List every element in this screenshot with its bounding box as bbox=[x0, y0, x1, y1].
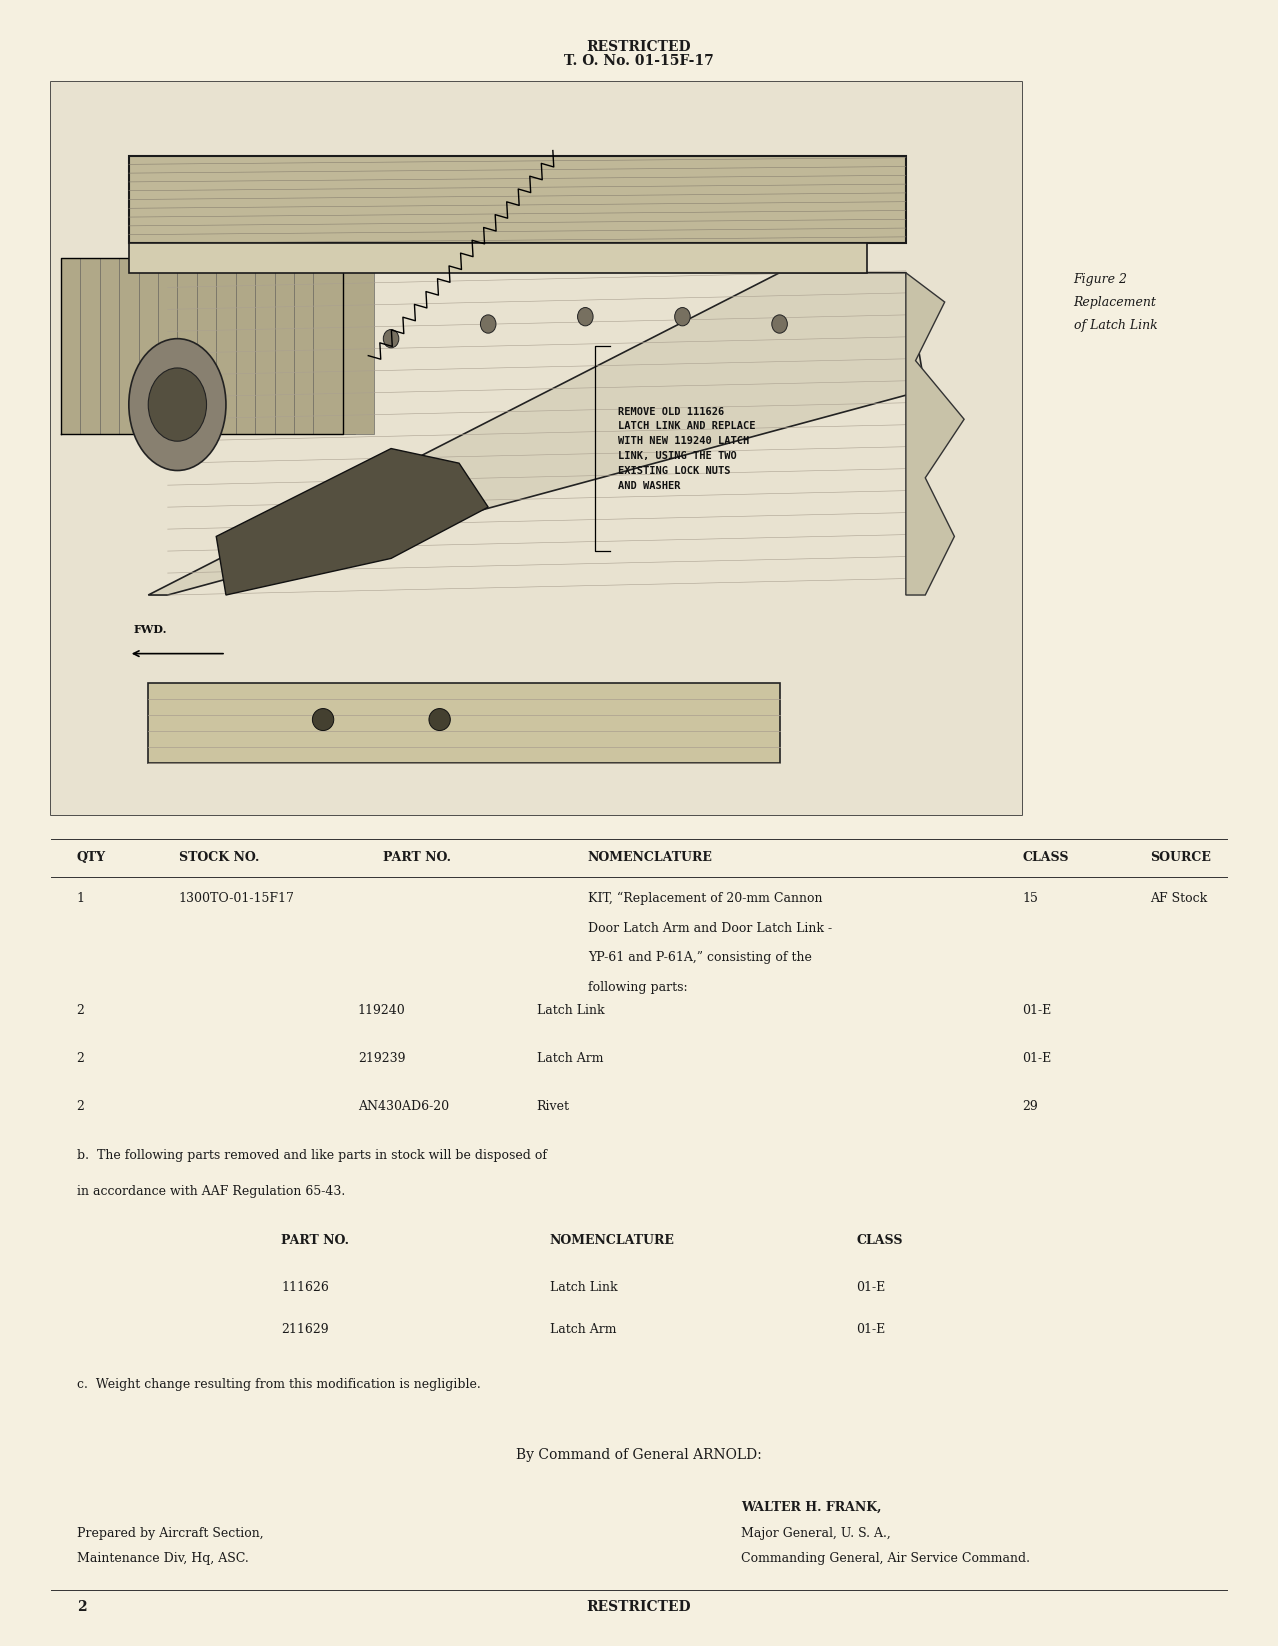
Text: QTY: QTY bbox=[77, 851, 106, 864]
Text: 01-E: 01-E bbox=[1022, 1004, 1052, 1017]
Text: Latch Arm: Latch Arm bbox=[537, 1052, 603, 1065]
Text: 111626: 111626 bbox=[281, 1281, 328, 1294]
Text: REMOVE OLD 111626
LATCH LINK AND REPLACE
WITH NEW 119240 LATCH
LINK, USING THE T: REMOVE OLD 111626 LATCH LINK AND REPLACE… bbox=[619, 407, 755, 491]
Text: YP-61 and P-61A,” consisting of the: YP-61 and P-61A,” consisting of the bbox=[588, 951, 812, 965]
Text: AN430AD6-20: AN430AD6-20 bbox=[358, 1100, 449, 1113]
Text: Latch Arm: Latch Arm bbox=[550, 1323, 616, 1337]
Bar bbox=[51, 82, 1022, 815]
Text: Maintenance Div, Hq, ASC.: Maintenance Div, Hq, ASC. bbox=[77, 1552, 248, 1565]
Bar bbox=[51, 82, 1022, 815]
Text: NOMENCLATURE: NOMENCLATURE bbox=[588, 851, 713, 864]
Text: NOMENCLATURE: NOMENCLATURE bbox=[550, 1234, 675, 1248]
Text: Figure 2: Figure 2 bbox=[1074, 273, 1127, 286]
FancyBboxPatch shape bbox=[148, 683, 780, 764]
Bar bbox=[100, 258, 161, 435]
Bar bbox=[61, 258, 121, 435]
Text: RESTRICTED: RESTRICTED bbox=[587, 1600, 691, 1615]
Bar bbox=[81, 258, 141, 435]
Text: Rivet: Rivet bbox=[537, 1100, 570, 1113]
Text: Latch Link: Latch Link bbox=[537, 1004, 604, 1017]
Text: Commanding General, Air Service Command.: Commanding General, Air Service Command. bbox=[741, 1552, 1030, 1565]
Ellipse shape bbox=[772, 314, 787, 332]
Ellipse shape bbox=[383, 329, 399, 347]
Text: SOURCE: SOURCE bbox=[1150, 851, 1212, 864]
Text: STOCK NO.: STOCK NO. bbox=[179, 851, 259, 864]
Text: following parts:: following parts: bbox=[588, 981, 688, 994]
Text: CLASS: CLASS bbox=[1022, 851, 1068, 864]
Bar bbox=[294, 258, 355, 435]
Polygon shape bbox=[906, 273, 964, 596]
FancyBboxPatch shape bbox=[129, 156, 906, 244]
Text: 2: 2 bbox=[77, 1100, 84, 1113]
FancyBboxPatch shape bbox=[129, 244, 866, 273]
Bar bbox=[275, 258, 335, 435]
Bar bbox=[197, 258, 258, 435]
Ellipse shape bbox=[148, 369, 207, 441]
Bar bbox=[119, 258, 180, 435]
Bar bbox=[235, 258, 296, 435]
Ellipse shape bbox=[429, 708, 450, 731]
Text: CLASS: CLASS bbox=[856, 1234, 902, 1248]
Text: KIT, “Replacement of 20-mm Cannon: KIT, “Replacement of 20-mm Cannon bbox=[588, 892, 822, 905]
Ellipse shape bbox=[578, 308, 593, 326]
Text: WALTER H. FRANK,: WALTER H. FRANK, bbox=[741, 1501, 882, 1514]
Ellipse shape bbox=[129, 339, 226, 471]
Text: PART NO.: PART NO. bbox=[383, 851, 451, 864]
Text: T. O. No. 01-15F-17: T. O. No. 01-15F-17 bbox=[564, 54, 714, 69]
Text: 119240: 119240 bbox=[358, 1004, 405, 1017]
Text: Door Latch Arm and Door Latch Link -: Door Latch Arm and Door Latch Link - bbox=[588, 922, 832, 935]
Polygon shape bbox=[148, 273, 925, 596]
Polygon shape bbox=[216, 449, 488, 596]
Ellipse shape bbox=[312, 708, 334, 731]
Text: 2: 2 bbox=[77, 1004, 84, 1017]
Text: in accordance with AAF Regulation 65-43.: in accordance with AAF Regulation 65-43. bbox=[77, 1185, 345, 1198]
Text: 01-E: 01-E bbox=[856, 1323, 886, 1337]
Text: 2: 2 bbox=[77, 1600, 87, 1615]
Text: PART NO.: PART NO. bbox=[281, 1234, 349, 1248]
Text: Major General, U. S. A.,: Major General, U. S. A., bbox=[741, 1527, 891, 1541]
Text: RESTRICTED: RESTRICTED bbox=[587, 40, 691, 54]
Bar bbox=[178, 258, 238, 435]
Text: 01-E: 01-E bbox=[1022, 1052, 1052, 1065]
Ellipse shape bbox=[481, 314, 496, 332]
Text: 1300TO-01-15F17: 1300TO-01-15F17 bbox=[179, 892, 295, 905]
Text: 01-E: 01-E bbox=[856, 1281, 886, 1294]
Bar bbox=[138, 258, 199, 435]
Text: Prepared by Aircraft Section,: Prepared by Aircraft Section, bbox=[77, 1527, 263, 1541]
Text: FWD.: FWD. bbox=[134, 624, 167, 635]
Bar bbox=[313, 258, 374, 435]
Text: 29: 29 bbox=[1022, 1100, 1038, 1113]
Text: b.  The following parts removed and like parts in stock will be disposed of: b. The following parts removed and like … bbox=[77, 1149, 547, 1162]
Text: c.  Weight change resulting from this modification is negligible.: c. Weight change resulting from this mod… bbox=[77, 1378, 481, 1391]
Text: 1: 1 bbox=[77, 892, 84, 905]
Text: 219239: 219239 bbox=[358, 1052, 405, 1065]
Text: Replacement: Replacement bbox=[1074, 296, 1157, 309]
Bar bbox=[216, 258, 277, 435]
Text: 211629: 211629 bbox=[281, 1323, 328, 1337]
Text: By Command of General ARNOLD:: By Command of General ARNOLD: bbox=[516, 1448, 762, 1463]
Bar bbox=[158, 258, 219, 435]
Text: AF Stock: AF Stock bbox=[1150, 892, 1208, 905]
Text: of Latch Link: of Latch Link bbox=[1074, 319, 1158, 332]
Text: 2: 2 bbox=[77, 1052, 84, 1065]
Text: 15: 15 bbox=[1022, 892, 1038, 905]
Text: Latch Link: Latch Link bbox=[550, 1281, 617, 1294]
Ellipse shape bbox=[675, 308, 690, 326]
Bar bbox=[256, 258, 316, 435]
